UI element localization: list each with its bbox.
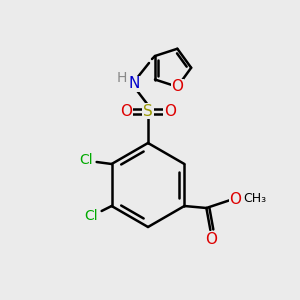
Text: N: N (128, 76, 140, 92)
Text: O: O (120, 103, 132, 118)
Text: Cl: Cl (84, 209, 98, 223)
Text: S: S (143, 103, 153, 118)
Text: O: O (164, 103, 176, 118)
Text: O: O (230, 191, 242, 206)
Text: Cl: Cl (79, 153, 92, 167)
Text: O: O (206, 232, 218, 247)
Text: CH₃: CH₃ (243, 191, 266, 205)
Text: O: O (171, 79, 183, 94)
Text: H: H (117, 71, 127, 85)
